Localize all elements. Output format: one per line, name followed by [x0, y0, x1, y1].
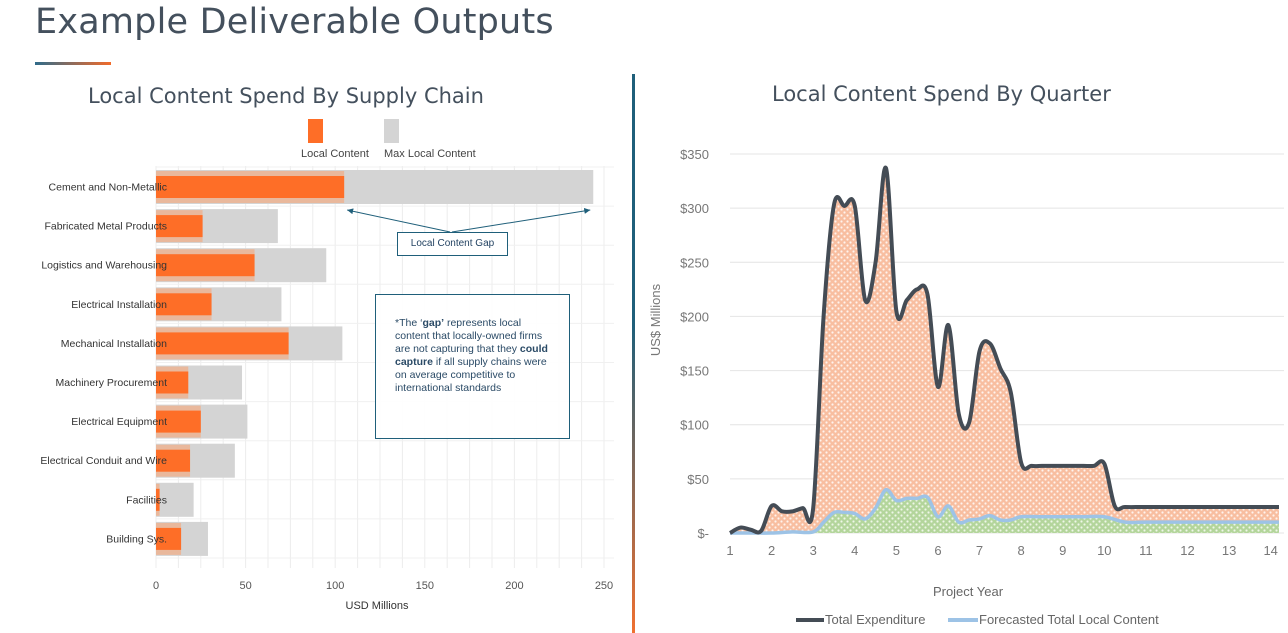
bar-x-tick-label: 250	[595, 580, 613, 592]
note-text-start: *The ‘	[395, 317, 423, 329]
area-x-tick-label: 7	[976, 543, 983, 558]
area-x-tick-label: 3	[810, 543, 817, 558]
area-y-tick-label: $300	[680, 201, 709, 216]
bar-category-label: Machinery Procurement	[56, 377, 168, 389]
legend-label-total-expenditure: Total Expenditure	[825, 612, 925, 627]
legend-label-forecasted-local-content: Forecasted Total Local Content	[979, 612, 1159, 627]
area-x-tick-label: 13	[1222, 543, 1236, 558]
bar-legend: Local Content Max Local Content	[301, 119, 476, 160]
area-y-tick-label: $150	[680, 364, 709, 379]
area-legend: Total Expenditure Forecasted Total Local …	[796, 612, 1159, 627]
area-y-axis-title: US$ Millions	[648, 283, 663, 356]
bar-category-label: Electrical Installation	[71, 299, 167, 311]
legend-label-max-local-content: Max Local Content	[384, 148, 476, 160]
area-y-tick-label: $200	[680, 309, 709, 324]
area-x-tick-label: 8	[1018, 543, 1025, 558]
bar-x-tick-label: 50	[239, 580, 251, 592]
supply-chain-bar-chart: Local Content Max Local Content Cement and…	[40, 119, 614, 612]
legend-label-local-content: Local Content	[301, 148, 369, 160]
forecasted-local-content-line	[730, 487, 1279, 535]
note-could-capture: could capture	[395, 343, 548, 368]
page-title: Example Deliverable Outputs	[35, 2, 554, 42]
total-expenditure-area	[730, 167, 1279, 533]
area-x-axis-title: Project Year	[933, 584, 1004, 599]
area-y-tick-label: $250	[680, 255, 709, 270]
note-text-middle: represents local content that locally-ow…	[395, 317, 543, 355]
local-content-area	[730, 489, 1279, 534]
note-gap-word: gap’	[422, 317, 445, 329]
area-x-tick-label: 4	[851, 543, 858, 558]
bar-local-content	[156, 176, 345, 198]
area-x-tick-label: 14	[1263, 543, 1277, 558]
total-expenditure-line	[728, 165, 1279, 535]
title-underline	[35, 62, 111, 65]
bar-local-content	[156, 293, 212, 316]
area-x-tick-label: 11	[1139, 543, 1153, 558]
area-y-tick-label: $100	[680, 418, 709, 433]
bar-local-content	[156, 449, 191, 472]
bar-category-label: Facilities	[126, 494, 167, 506]
bar-local-content	[156, 371, 189, 394]
bar-x-tick-label: 200	[505, 580, 523, 592]
bar-grid	[155, 166, 614, 568]
bar-local-content	[156, 488, 160, 511]
bar-max-local-content	[156, 482, 194, 517]
legend-swatch-local-content	[308, 119, 323, 143]
bar-local-content	[156, 527, 182, 550]
bar-x-tick-label: 150	[416, 580, 434, 592]
bar-x-tick-label: 0	[153, 580, 159, 592]
bar-category-label: Mechanical Installation	[61, 338, 167, 350]
bar-local-content	[156, 332, 289, 355]
bar-local-content	[156, 410, 201, 433]
bar-x-axis: 0 50 100 150 200 250 USD Millions	[153, 580, 613, 612]
note-text-end: if all supply chains were on average com…	[395, 356, 547, 394]
area-x-tick-label: 12	[1180, 543, 1194, 558]
right-chart-title: Local Content Spend By Quarter	[772, 82, 1111, 106]
left-chart-title: Local Content Spend By Supply Chain	[88, 84, 484, 108]
area-x-tick-label: 10	[1097, 543, 1111, 558]
gap-arrow-left	[347, 208, 451, 233]
bar-category-label: Electrical Equipment	[71, 416, 167, 428]
area-x-tick-label: 2	[768, 543, 775, 558]
area-x-tick-label: 1	[726, 543, 733, 558]
bar-local-content	[156, 215, 203, 238]
bar-local-content	[156, 254, 255, 277]
bar-x-axis-title: USD Millions	[346, 600, 409, 612]
area-y-tick-label: $350	[680, 147, 709, 162]
gap-arrows	[347, 207, 591, 233]
gap-arrow-right	[451, 207, 591, 233]
legend-swatch-max-local-content	[384, 119, 399, 143]
area-y-tick-label: $50	[687, 472, 709, 487]
area-x-tick-label: 5	[893, 543, 900, 558]
bar-category-label: Electrical Conduit and Wire	[40, 455, 167, 467]
bar-category-label: Building Sys.	[106, 533, 167, 545]
area-x-tick-label: 9	[1059, 543, 1066, 558]
area-x-tick-label: 6	[934, 543, 941, 558]
bar-category-label: Cement and Non-Metallic	[49, 182, 167, 194]
area-y-tick-label: $-	[697, 526, 709, 541]
panel-divider	[632, 74, 635, 633]
bar-x-tick-label: 100	[326, 580, 344, 592]
bar-category-label: Logistics and Warehousing	[41, 260, 167, 272]
bar-category-label: Fabricated Metal Products	[44, 221, 167, 233]
bar-series: Cement and Non-Metallic Fabricated Metal …	[40, 170, 594, 556]
local-content-gap-label: Local Content Gap	[397, 232, 508, 256]
gap-note-box: *The ‘gap’ represents local content that…	[375, 294, 570, 439]
